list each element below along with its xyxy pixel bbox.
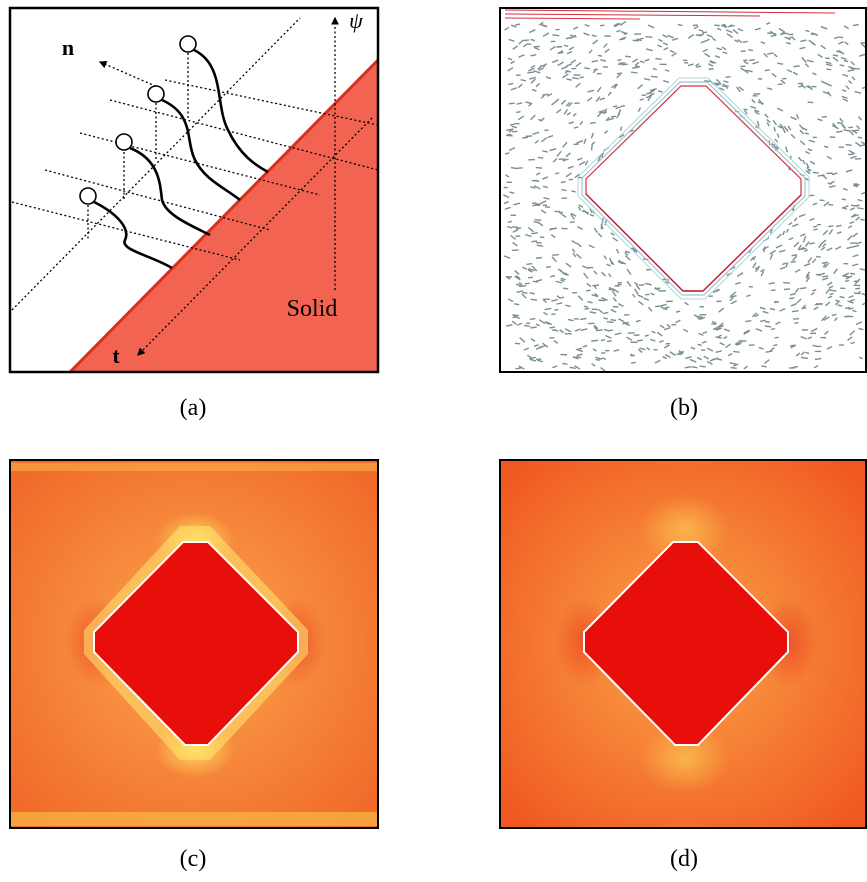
figure: n ψ t Solid — [0, 0, 867, 882]
solid-label: Solid — [287, 296, 338, 322]
molecule-heads — [80, 36, 196, 204]
caption: (a) — [180, 395, 207, 421]
normal-label: n — [62, 35, 74, 60]
psi-label: ψ — [349, 8, 363, 33]
caption: (b) — [670, 395, 698, 421]
panel-b — [503, 10, 867, 372]
panel-a: n ψ t Solid — [12, 8, 378, 372]
caption: (c) — [180, 846, 207, 872]
top-streaks — [505, 10, 835, 19]
obstacle — [588, 88, 799, 289]
page: n ψ t Solid — [0, 0, 867, 882]
panel-c — [10, 460, 378, 828]
tangent-label: t — [112, 343, 120, 368]
caption: (d) — [670, 846, 698, 872]
panel-d — [500, 460, 866, 828]
